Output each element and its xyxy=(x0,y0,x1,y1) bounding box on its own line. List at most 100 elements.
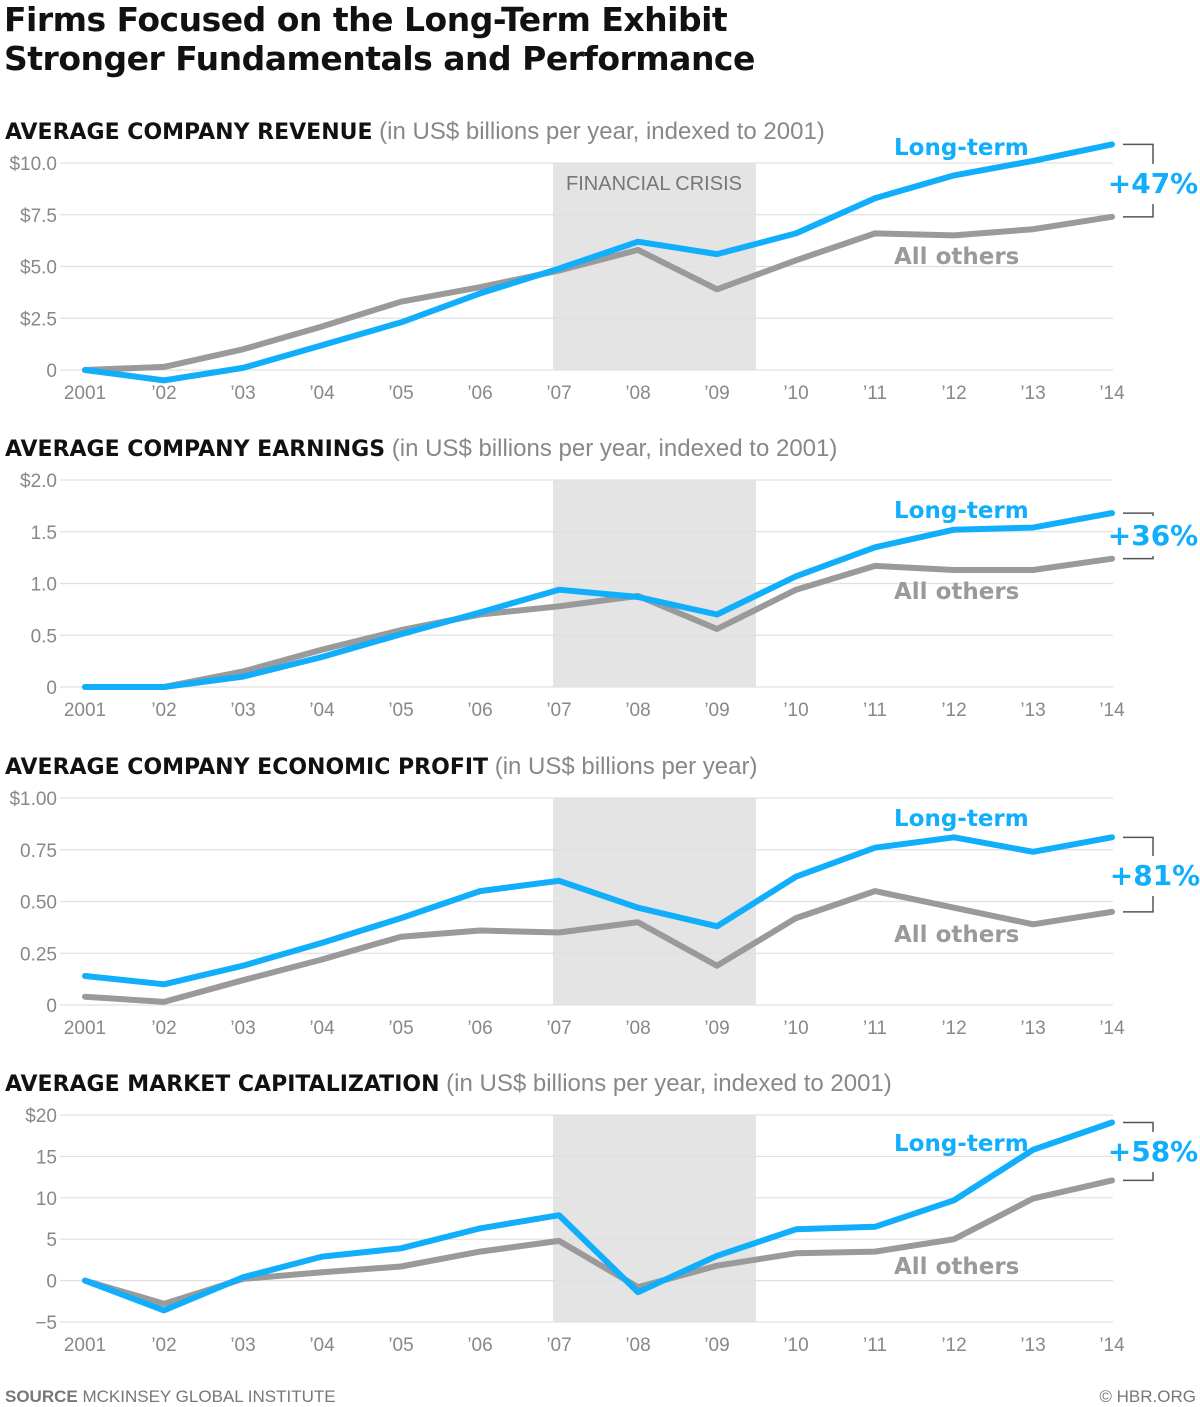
x-tick-label: ’10 xyxy=(783,700,808,721)
y-tick-label: $7.5 xyxy=(20,206,57,227)
x-tick-label: ’10 xyxy=(783,1335,808,1356)
x-tick-label: ’07 xyxy=(546,1335,571,1356)
bracket-bottom xyxy=(1123,1172,1154,1182)
all-others-label: All others xyxy=(894,579,1019,605)
long-term-line xyxy=(82,834,1115,988)
bracket-top xyxy=(1123,512,1154,516)
x-tick-label: ’09 xyxy=(704,700,729,721)
long-term-line xyxy=(82,1119,1115,1314)
x-tick-label: ’07 xyxy=(546,700,571,721)
title-line-2: Stronger Fundamentals and Performance xyxy=(4,39,755,78)
y-tick-label: −5 xyxy=(35,1313,57,1334)
x-tick-label: ’10 xyxy=(783,383,808,404)
panel-subtitle: (in US$ billions per year, indexed to 20… xyxy=(385,435,837,462)
difference-label: +81% xyxy=(1110,859,1200,892)
x-tick-label: ’08 xyxy=(625,1018,650,1039)
x-tick-label: ’12 xyxy=(941,1018,966,1039)
y-tick-label: $20 xyxy=(25,1106,57,1127)
x-tick-label: ’02 xyxy=(151,1018,176,1039)
y-tick-label: 10 xyxy=(36,1189,57,1210)
x-tick-label: ’08 xyxy=(625,700,650,721)
long-term-line xyxy=(82,141,1115,384)
bracket-bottom xyxy=(1123,204,1154,218)
y-tick-label: $1.00 xyxy=(9,789,57,810)
x-tick-label: ’03 xyxy=(230,700,255,721)
title-line-1: Firms Focused on the Long-Term Exhibit xyxy=(4,0,728,39)
long-term-label: Long-term xyxy=(894,806,1029,832)
bracket-bottom xyxy=(1123,556,1154,560)
source-label: SOURCE xyxy=(5,1387,78,1406)
x-tick-label: ’04 xyxy=(309,1335,335,1356)
y-tick-label: 15 xyxy=(36,1147,57,1168)
x-tick-label: ’05 xyxy=(388,1335,413,1356)
y-tick-label: 0 xyxy=(46,996,57,1017)
long-term-label: Long-term xyxy=(894,498,1029,524)
x-tick-label: ’12 xyxy=(941,700,966,721)
all-others-line xyxy=(82,555,1115,690)
y-tick-label: 0.25 xyxy=(20,944,57,965)
x-tick-label: ’06 xyxy=(467,383,492,404)
x-tick-label: ’03 xyxy=(230,1018,255,1039)
y-tick-label: 1.0 xyxy=(31,575,57,596)
x-tick-label: ’05 xyxy=(388,700,413,721)
x-tick-label: ’11 xyxy=(863,700,887,721)
x-tick-label: 2001 xyxy=(64,1018,106,1039)
all-others-line xyxy=(82,213,1115,373)
long-term-label: Long-term xyxy=(894,135,1029,161)
x-tick-label: ’03 xyxy=(230,383,255,404)
y-tick-label: 5 xyxy=(46,1230,57,1251)
panel-title: AVERAGE MARKET CAPITALIZATION (in US$ bi… xyxy=(5,1070,892,1097)
x-tick-label: ’09 xyxy=(704,383,729,404)
all-others-line xyxy=(82,888,1115,1005)
y-tick-label: $2.0 xyxy=(20,471,57,492)
bracket-top xyxy=(1123,1121,1154,1132)
x-tick-label: 2001 xyxy=(64,1335,106,1356)
copyright: © HBR.ORG xyxy=(1099,1387,1196,1406)
x-tick-label: ’13 xyxy=(1020,1018,1045,1039)
x-tick-label: ’11 xyxy=(863,1335,887,1356)
x-tick-label: ’06 xyxy=(467,700,492,721)
panel-title: AVERAGE COMPANY EARNINGS (in US$ billion… xyxy=(5,435,837,462)
financial-crisis-shading xyxy=(553,1115,756,1322)
y-tick-label: $2.5 xyxy=(20,309,57,330)
y-tick-label: 0 xyxy=(46,361,57,382)
x-tick-label: 2001 xyxy=(64,700,106,721)
bracket-top xyxy=(1123,836,1154,856)
x-tick-label: ’06 xyxy=(467,1018,492,1039)
long-term-line xyxy=(82,510,1115,690)
difference-label: +58% xyxy=(1108,1135,1198,1168)
panel-title-main: AVERAGE COMPANY REVENUE xyxy=(5,120,373,145)
x-tick-label: ’04 xyxy=(309,383,335,404)
y-tick-label: 0.75 xyxy=(20,841,57,862)
x-tick-label: ’04 xyxy=(309,700,335,721)
x-tick-label: ’09 xyxy=(704,1335,729,1356)
long-term-label: Long-term xyxy=(894,1131,1029,1157)
panel-subtitle: (in US$ billions per year) xyxy=(488,753,757,780)
difference-label: +47% xyxy=(1108,167,1198,200)
x-tick-label: ’07 xyxy=(546,383,571,404)
y-tick-label: 1.5 xyxy=(31,523,57,544)
difference-label: +36% xyxy=(1108,519,1198,552)
x-tick-label: ’14 xyxy=(1099,1018,1125,1039)
source-note: SOURCE MCKINSEY GLOBAL INSTITUTE xyxy=(5,1387,336,1407)
x-tick-label: ’05 xyxy=(388,1018,413,1039)
financial-crisis-label: FINANCIAL CRISIS xyxy=(566,173,742,195)
all-others-label: All others xyxy=(894,1254,1019,1280)
x-tick-label: ’07 xyxy=(546,1018,571,1039)
x-tick-label: ’02 xyxy=(151,1335,176,1356)
y-tick-label: $5.0 xyxy=(20,258,57,279)
y-tick-label: 0 xyxy=(46,678,57,699)
panel-subtitle: (in US$ billions per year, indexed to 20… xyxy=(440,1070,892,1097)
panel-subtitle: (in US$ billions per year, indexed to 20… xyxy=(373,118,825,145)
all-others-label: All others xyxy=(894,922,1019,948)
x-tick-label: ’12 xyxy=(941,383,966,404)
x-tick-label: ’14 xyxy=(1099,700,1125,721)
panel-title: AVERAGE COMPANY ECONOMIC PROFIT (in US$ … xyxy=(5,753,757,780)
y-tick-label: 0 xyxy=(46,1272,57,1293)
panel-title-main: AVERAGE COMPANY EARNINGS xyxy=(5,437,385,462)
x-tick-label: ’08 xyxy=(625,1335,650,1356)
x-tick-label: ’03 xyxy=(230,1335,255,1356)
x-tick-label: ’08 xyxy=(625,383,650,404)
x-tick-label: ’14 xyxy=(1099,383,1125,404)
